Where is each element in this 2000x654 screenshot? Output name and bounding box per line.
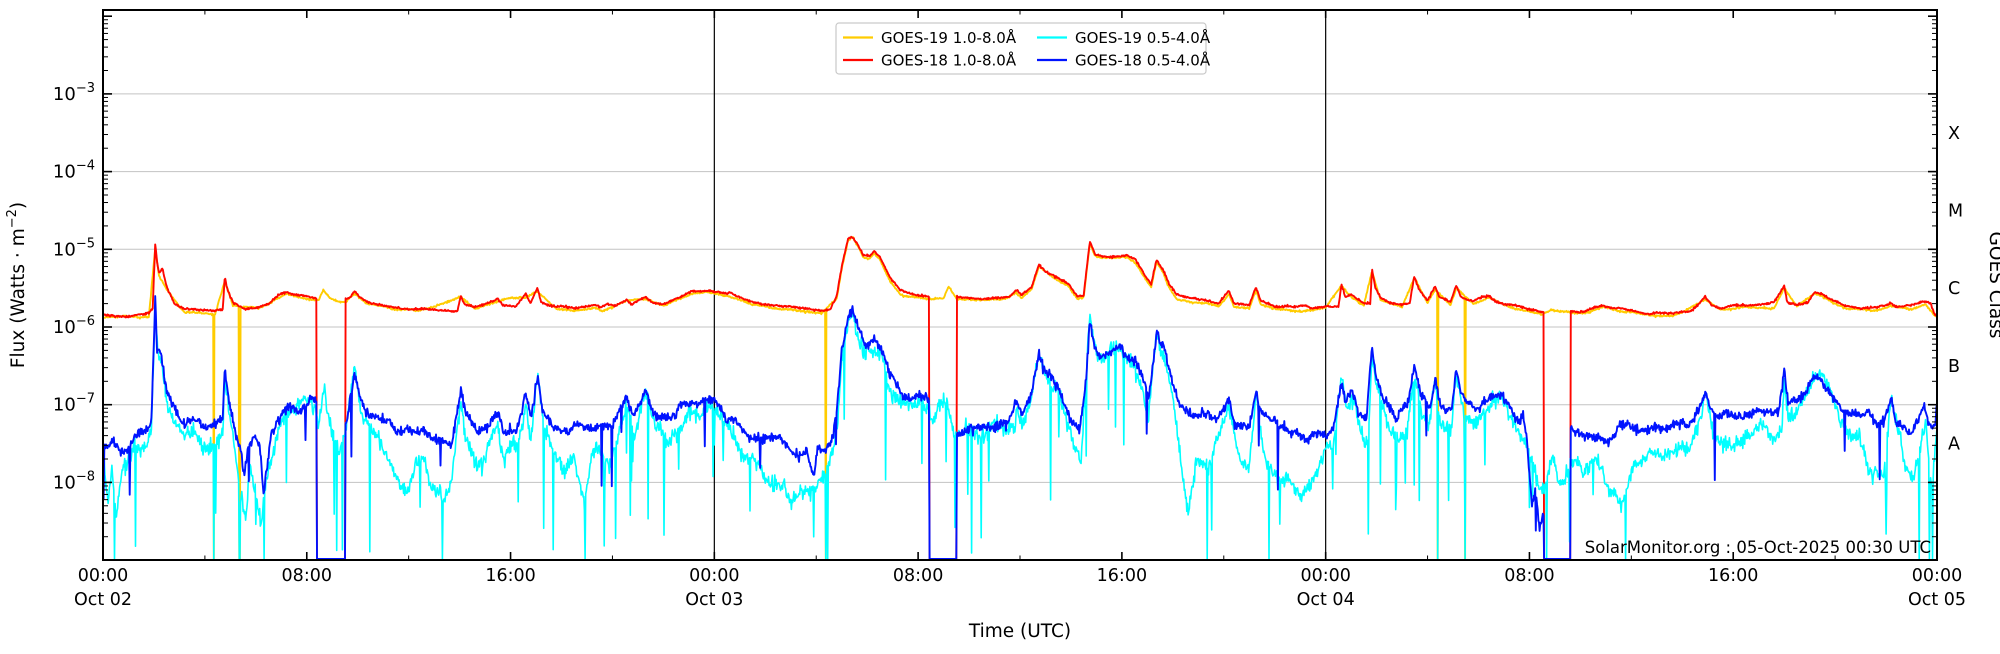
y-tick-label: 10−8 [53,469,95,493]
gridlines [103,10,1937,560]
goes-class-letter: X [1948,124,1960,144]
y-tick-label: 10−3 [53,81,95,105]
plot-frame [102,9,1938,561]
axis-labels: 10−3 10−4 10−5 10−6 10−7 10−8 00:00 Oct 02 08:00… [5,81,2000,642]
x-tick-label: 00:00 [689,566,739,586]
goes-class-letter: M [1948,201,1963,221]
legend-label-goes18_short: GOES-18 0.5-4.0Å [1075,51,1211,70]
x-date-label: Oct 04 [1297,590,1355,610]
x-tick-label: 08:00 [893,566,943,586]
y-tick-label: 10−6 [53,314,95,338]
x-tick-label: 16:00 [1708,566,1758,586]
x-tick-label: 00:00 [78,566,128,586]
x-axis-title: Time (UTC) [968,621,1071,642]
x-tick-label: 00:00 [1300,566,1350,586]
y-tick-label: 10−5 [53,236,95,260]
x-tick-label: 16:00 [1097,566,1147,586]
goes-class-letter: A [1948,435,1960,455]
x-tick-label: 00:00 [1912,566,1962,586]
legend-box [835,22,1207,75]
x-date-label: Oct 02 [74,590,132,610]
y-axis-title-right: GOES Class [1985,232,2000,339]
legend-label-goes19_short: GOES-19 0.5-4.0Å [1075,28,1211,47]
x-tick-label: 08:00 [1504,566,1554,586]
watermark-text: SolarMonitor.org : 05-Oct-2025 00:30 UTC [1585,538,1931,557]
legend-label-goes18_long: GOES-18 1.0-8.0Å [881,51,1017,70]
y-tick-label: 10−7 [53,392,95,416]
series-goes19_short [102,304,1938,560]
series-goes18_short [102,295,1938,560]
x-date-label: Oct 05 [1908,590,1966,610]
x-tick-label: 08:00 [282,566,332,586]
y-tick-label: 10−4 [53,159,95,183]
x-tick-label: 16:00 [485,566,535,586]
y-axis-title-left: Flux (Watts · m−2) [5,202,29,368]
goes-class-letter: B [1948,357,1960,377]
legend-label-goes19_long: GOES-19 1.0-8.0Å [881,28,1017,47]
goes-class-letter: C [1948,279,1960,299]
series-group [102,235,1938,560]
legend: GOES-19 1.0-8.0Å GOES-18 1.0-8.0Å GOES-19 … [835,22,1211,75]
series-goes18_long [102,235,1938,560]
x-date-label: Oct 03 [685,590,743,610]
